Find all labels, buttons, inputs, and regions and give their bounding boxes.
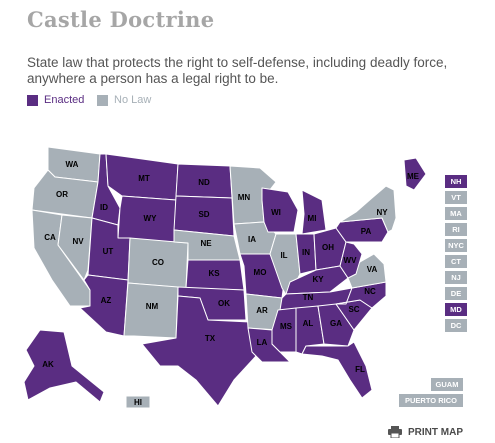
legend-label-no-law: No Law xyxy=(114,94,152,106)
label-CA: CA xyxy=(44,233,56,242)
us-map-svg: WA OR CA NV ID MT WY UT AZ CO NM ND SD N… xyxy=(23,146,427,409)
legend-item-no-law: No Law xyxy=(97,94,151,106)
label-WV: WV xyxy=(344,256,358,265)
label-WY: WY xyxy=(144,214,158,223)
state-NY[interactable] xyxy=(339,185,397,233)
legend-label-enacted: Enacted xyxy=(44,94,85,106)
label-MN: MN xyxy=(238,193,251,202)
territory-guam[interactable]: GUAM xyxy=(431,378,463,391)
label-TX: TX xyxy=(205,334,216,343)
state-NV[interactable] xyxy=(57,214,93,281)
label-WA: WA xyxy=(66,160,79,169)
ne-box-ma[interactable]: MA xyxy=(445,207,467,220)
label-OK: OK xyxy=(218,299,230,308)
ne-box-ri[interactable]: RI xyxy=(445,223,467,236)
label-AK: AK xyxy=(42,360,54,369)
label-FL: FL xyxy=(355,365,365,374)
label-KY: KY xyxy=(312,275,324,284)
label-PA: PA xyxy=(361,227,372,236)
ne-box-vt[interactable]: VT xyxy=(445,191,467,204)
label-WI: WI xyxy=(271,208,281,217)
state-AK[interactable] xyxy=(23,329,105,403)
label-AR: AR xyxy=(256,306,268,315)
state-MI[interactable] xyxy=(301,189,327,235)
state-ME[interactable] xyxy=(403,157,427,191)
ne-box-dc[interactable]: DC xyxy=(445,319,467,332)
state-TX[interactable] xyxy=(141,295,257,407)
label-MI: MI xyxy=(308,214,317,223)
print-map-label: PRINT MAP xyxy=(408,426,463,438)
label-IN: IN xyxy=(302,248,310,257)
ne-box-nh[interactable]: NH xyxy=(445,175,467,188)
label-MS: MS xyxy=(280,322,293,331)
page-title: Castle Doctrine xyxy=(27,7,215,32)
printer-icon xyxy=(388,426,402,438)
label-NE: NE xyxy=(200,239,212,248)
label-AZ: AZ xyxy=(101,296,112,305)
label-AL: AL xyxy=(303,319,314,328)
label-CO: CO xyxy=(152,258,164,267)
legend-item-enacted: Enacted xyxy=(27,94,84,106)
label-HI: HI xyxy=(134,398,142,407)
label-VA: VA xyxy=(367,265,378,274)
label-NM: NM xyxy=(146,302,159,311)
ne-box-md[interactable]: MD xyxy=(445,303,467,316)
label-TN: TN xyxy=(303,293,314,302)
label-MT: MT xyxy=(138,174,150,183)
state-FL[interactable] xyxy=(301,341,373,399)
label-NC: NC xyxy=(364,287,376,296)
label-LA: LA xyxy=(257,338,268,347)
legend-swatch-no-law xyxy=(97,94,108,106)
label-NY: NY xyxy=(376,208,388,217)
ne-box-nj[interactable]: NJ xyxy=(445,271,467,284)
print-map-button[interactable]: PRINT MAP xyxy=(388,426,463,438)
label-IL: IL xyxy=(280,251,287,260)
label-NV: NV xyxy=(72,237,84,246)
page-subtitle: State law that protects the right to sel… xyxy=(27,55,448,86)
label-GA: GA xyxy=(330,319,342,328)
label-UT: UT xyxy=(103,247,114,256)
label-SC: SC xyxy=(348,305,359,314)
state-GA[interactable] xyxy=(317,303,355,347)
us-map: WA OR CA NV ID MT WY UT AZ CO NM ND SD N… xyxy=(0,130,495,420)
label-OH: OH xyxy=(322,243,334,252)
ne-box-nyc[interactable]: NYC xyxy=(445,239,467,252)
ne-box-ct[interactable]: CT xyxy=(445,255,467,268)
legend-swatch-enacted xyxy=(27,94,38,106)
label-KS: KS xyxy=(208,269,220,278)
label-IA: IA xyxy=(248,235,256,244)
label-OR: OR xyxy=(56,190,68,199)
state-NM[interactable] xyxy=(123,282,179,339)
label-SD: SD xyxy=(198,210,209,219)
state-HI[interactable] xyxy=(125,395,151,409)
label-MO: MO xyxy=(254,268,267,277)
ne-box-de[interactable]: DE xyxy=(445,287,467,300)
label-ND: ND xyxy=(198,178,210,187)
territory-puerto-rico[interactable]: PUERTO RICO xyxy=(399,394,463,407)
label-ME: ME xyxy=(407,172,420,181)
label-ID: ID xyxy=(100,203,108,212)
state-WI[interactable] xyxy=(261,187,299,233)
